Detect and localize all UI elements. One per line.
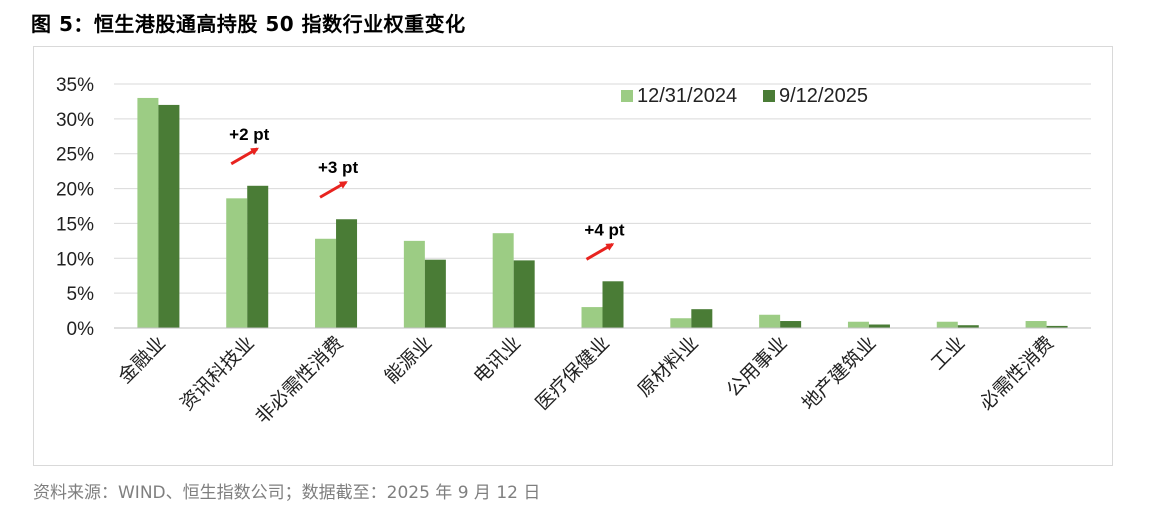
annotation-label: +2 pt [229, 125, 269, 144]
bar-series-2 [424, 259, 446, 328]
category-label: 必需性消费 [975, 332, 1058, 415]
category-label: 能源业 [381, 332, 437, 388]
legend-swatch [621, 90, 633, 102]
increase-arrow-icon [585, 242, 615, 261]
bar-series-1 [670, 318, 692, 328]
source-note: 资料来源：WIND、恒生指数公司；数据截至：2025 年 9 月 12 日 [33, 483, 541, 503]
category-label: 医疗保健业 [531, 332, 614, 415]
bar-series-2 [868, 324, 890, 328]
bar-series-1 [759, 314, 781, 328]
bar-series-2 [691, 309, 713, 328]
increase-arrow-icon [230, 147, 259, 166]
y-tick-label: 35% [56, 75, 94, 96]
y-tick-label: 5% [67, 284, 95, 305]
category-label: 金融业 [114, 332, 170, 388]
bar-series-2 [247, 185, 269, 328]
bar-series-1 [581, 307, 603, 328]
bar-series-2 [336, 219, 358, 328]
category-label: 原材料业 [634, 332, 703, 401]
y-tick-label: 10% [56, 249, 94, 270]
bar-series-1 [1025, 321, 1047, 328]
category-label: 电讯业 [469, 332, 525, 388]
bar-chart: 0% 5% 10% 15% 20% 25% 30% 35% 金融业 资讯科技业非必需性消费 能源业电… [56, 75, 1091, 428]
figure-title: 图 5：恒生港股通高持股 50 指数行业权重变化 [31, 12, 466, 36]
bar-series-1 [315, 238, 337, 328]
annotation-label: +3 pt [318, 158, 358, 177]
category-label: 地产建筑业 [798, 332, 881, 415]
legend-swatch [763, 90, 775, 102]
bar-series-1 [226, 198, 248, 328]
y-tick-label: 20% [56, 180, 94, 201]
category-label: 工业 [927, 332, 969, 374]
annotation-label: +4 pt [584, 220, 624, 239]
legend-label: 12/31/2024 [637, 85, 737, 107]
increase-arrow-icon [319, 180, 348, 199]
bar-series-1 [137, 97, 159, 328]
legend-label: 9/12/2025 [779, 85, 868, 107]
bar-series-2 [513, 260, 535, 328]
y-tick-label: 30% [56, 110, 94, 131]
category-label: 资讯科技业 [176, 332, 259, 415]
bar-series-1 [403, 240, 425, 328]
bar-series-1 [936, 321, 958, 328]
y-tick-label: 15% [56, 214, 94, 235]
y-tick-label: 25% [56, 145, 94, 166]
bar-series-2 [780, 321, 802, 328]
bar-series-2 [602, 281, 624, 328]
category-label: 公用事业 [722, 332, 791, 401]
bar-series-1 [492, 233, 514, 328]
bar-series-2 [158, 104, 180, 328]
bar-series-2 [1046, 325, 1068, 328]
bar-series-1 [847, 321, 869, 328]
category-label: 非必需性消费 [251, 332, 347, 428]
bar-series-2 [957, 325, 979, 328]
y-tick-label: 0% [67, 319, 95, 340]
chart-frame: 0% 5% 10% 15% 20% 25% 30% 35% 金融业 资讯科技业 非必需性消费 能源业电… [33, 46, 1113, 466]
